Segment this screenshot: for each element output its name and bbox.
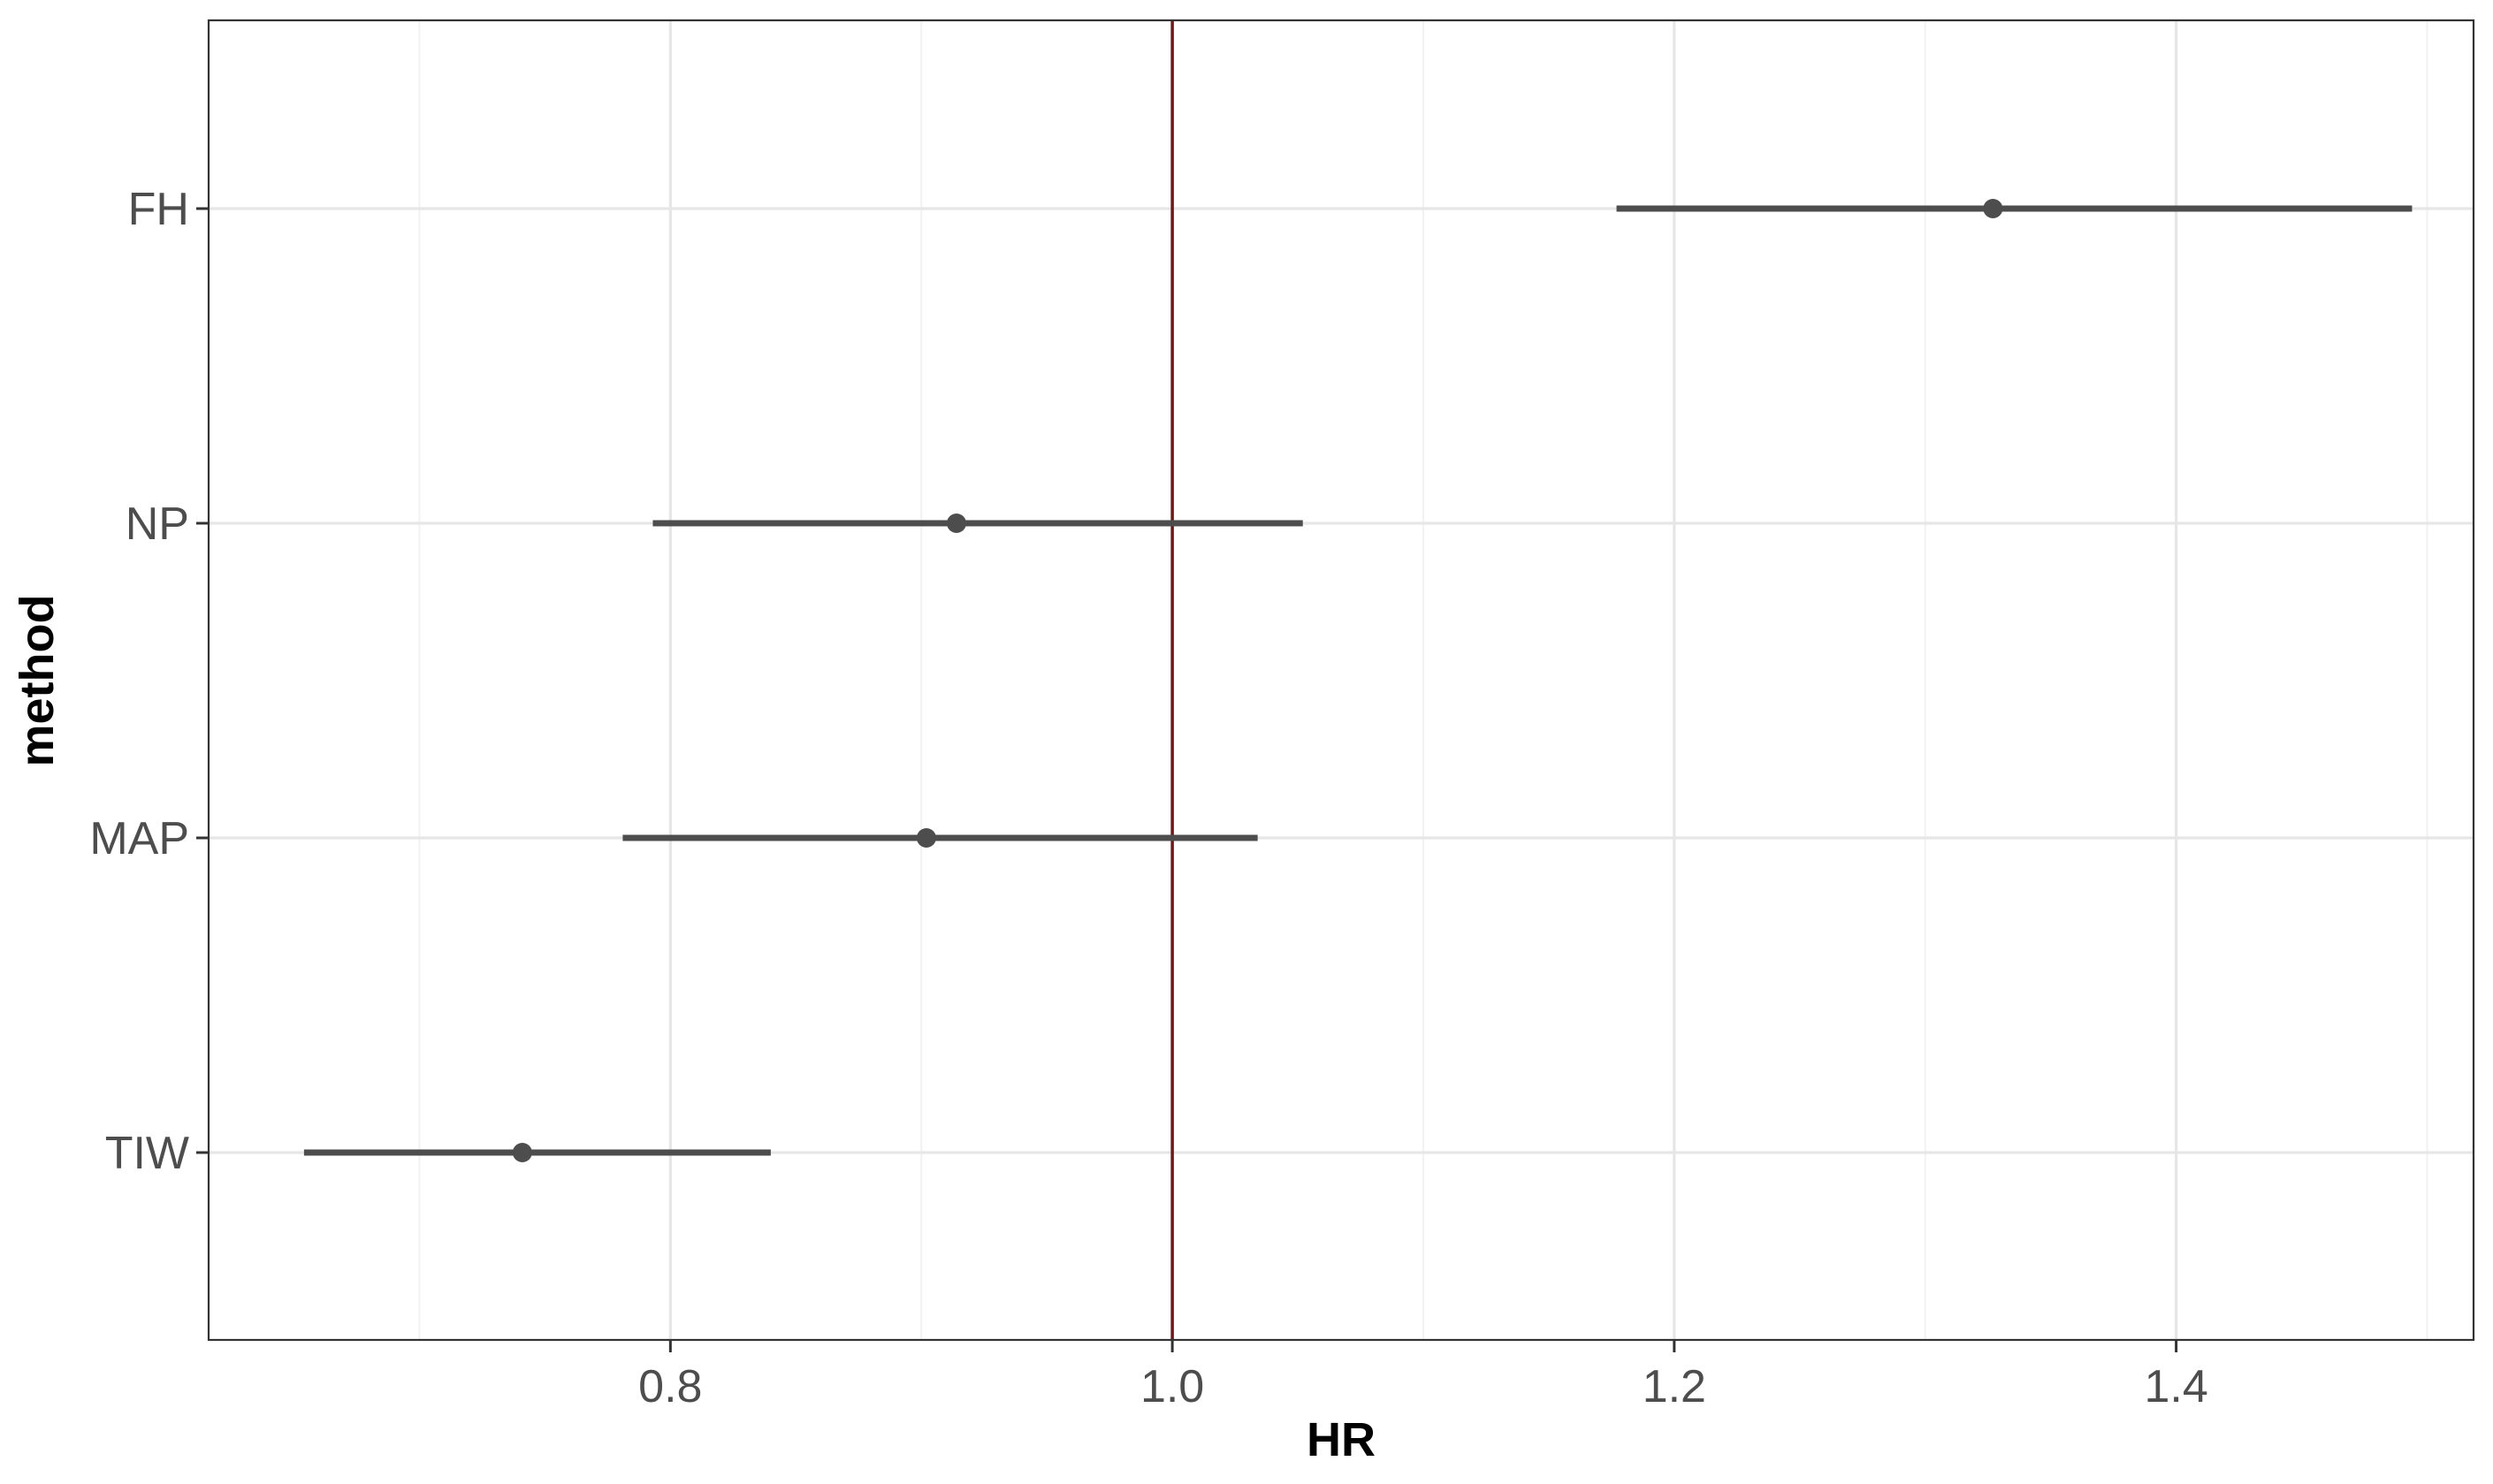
y-tick-label-fh: FH bbox=[128, 184, 189, 235]
y-tick-label-map: MAP bbox=[89, 813, 189, 864]
point-estimate-np bbox=[946, 514, 966, 533]
x-tick-label: 0.8 bbox=[638, 1361, 702, 1412]
y-tick-label-tiw: TIW bbox=[105, 1128, 189, 1179]
x-tick-label: 1.2 bbox=[1643, 1361, 1706, 1412]
y-tick-label-np: NP bbox=[126, 498, 189, 550]
x-axis: 0.8 1.0 1.2 1.4 bbox=[638, 1340, 2208, 1412]
x-tick-label: 1.0 bbox=[1140, 1361, 1204, 1412]
point-estimate-tiw bbox=[512, 1143, 532, 1162]
interval-marks bbox=[303, 199, 2413, 1162]
plot-border bbox=[207, 19, 2475, 1342]
grid-minor bbox=[418, 20, 2428, 1340]
y-axis-title: method bbox=[11, 595, 64, 767]
x-tick-label: 1.4 bbox=[2144, 1361, 2207, 1412]
y-axis: FH NP MAP TIW bbox=[89, 184, 209, 1179]
plot-background bbox=[209, 20, 2474, 1340]
x-axis-title: HR bbox=[1307, 1413, 1376, 1466]
point-estimate-map bbox=[916, 828, 936, 848]
point-estimate-fh bbox=[1983, 199, 2003, 218]
